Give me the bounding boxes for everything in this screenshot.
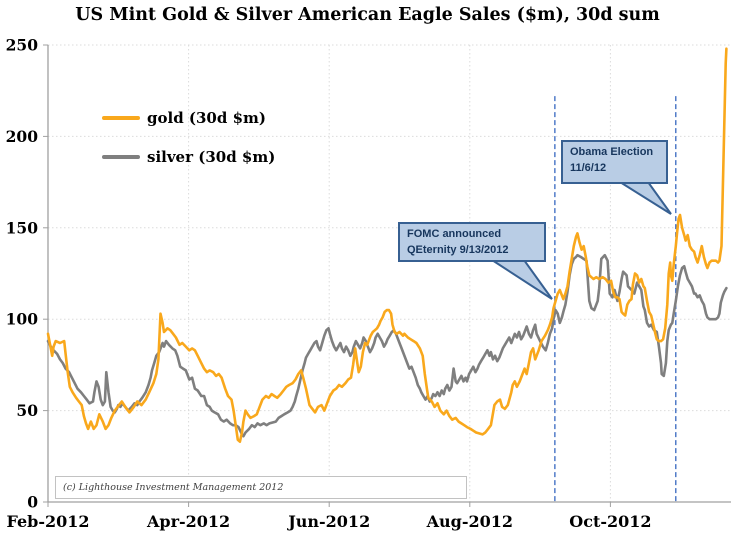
y-tick-label: 50 bbox=[16, 401, 38, 420]
y-tick-label: 100 bbox=[6, 310, 39, 329]
gold-series-line bbox=[46, 47, 728, 444]
y-tick-label: 150 bbox=[6, 218, 39, 237]
y-tick-label: 250 bbox=[6, 36, 39, 55]
annotation-obama-line1: Obama Election bbox=[570, 146, 654, 158]
y-tick-label: 200 bbox=[6, 127, 39, 146]
x-tick-label: Aug-2012 bbox=[426, 512, 513, 531]
silver-series-line bbox=[46, 253, 728, 438]
source-note: (c) Lighthouse Investment Management 201… bbox=[55, 476, 467, 499]
legend-item-silver: silver (30d $m) bbox=[102, 146, 275, 168]
x-tick-label: Oct-2012 bbox=[569, 512, 651, 531]
annotation-fomc-line2: QEternity 9/13/2012 bbox=[407, 243, 509, 256]
legend-label-gold: gold (30d $m) bbox=[147, 109, 266, 127]
annotation-obama-callout: Obama Election 11/6/12 bbox=[561, 140, 668, 184]
legend-label-silver: silver (30d $m) bbox=[147, 148, 276, 166]
legend-item-gold: gold (30d $m) bbox=[102, 107, 275, 129]
silver-line-swatch bbox=[102, 155, 140, 159]
annotation-fomc-callout: FOMC announced QEternity 9/13/2012 bbox=[398, 222, 546, 262]
y-tick-label: 0 bbox=[27, 493, 38, 512]
annotation-obama-pointer bbox=[616, 181, 672, 215]
x-tick-label: Jun-2012 bbox=[286, 512, 370, 531]
annotation-obama-line2: 11/6/12 bbox=[570, 161, 607, 174]
annotation-fomc-line1: FOMC announced bbox=[407, 228, 502, 240]
annotation-fomc-pointer bbox=[488, 259, 553, 300]
chart-title: US Mint Gold & Silver American Eagle Sal… bbox=[75, 5, 660, 25]
x-tick-label: Apr-2012 bbox=[146, 512, 230, 531]
x-tick-label: Feb-2012 bbox=[6, 512, 89, 531]
gold-line-swatch bbox=[102, 116, 140, 120]
legend: gold (30d $m) silver (30d $m) bbox=[102, 107, 275, 185]
